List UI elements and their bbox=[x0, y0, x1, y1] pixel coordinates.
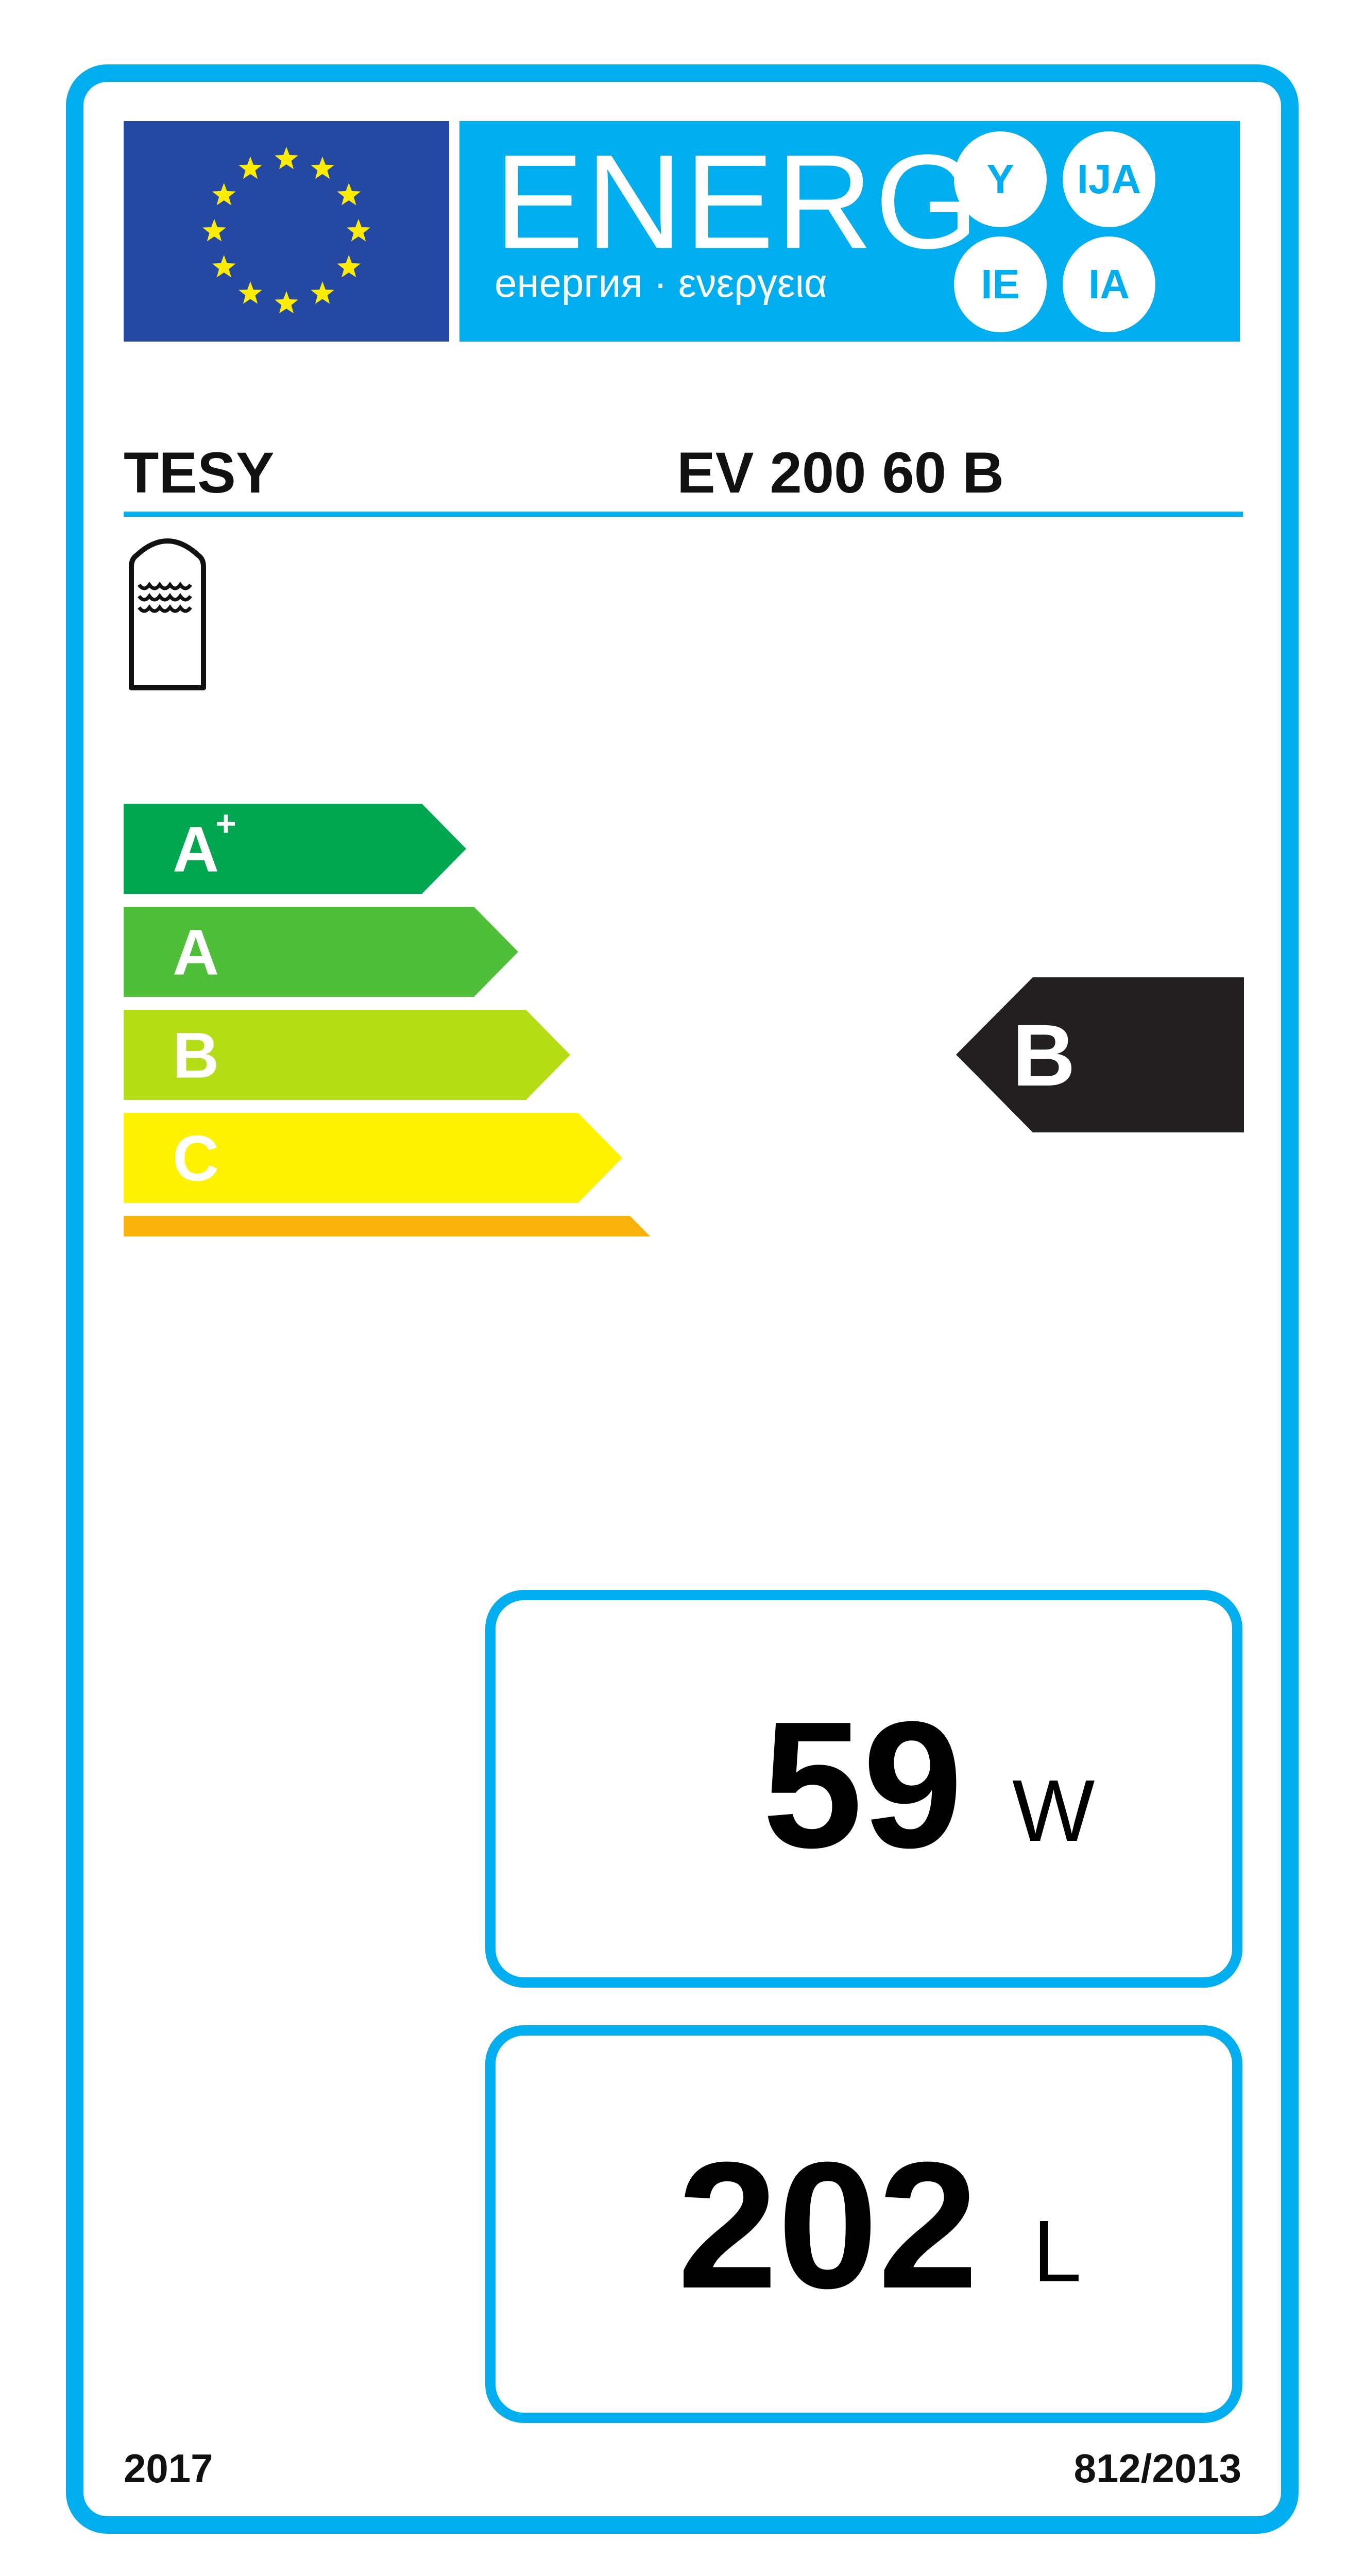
energy-class-label: A bbox=[173, 814, 219, 886]
energy-class-label: A bbox=[173, 917, 219, 989]
volume-value: 202 bbox=[677, 2125, 978, 2326]
energy-class-label: B bbox=[173, 1020, 219, 1092]
energy-scale: A+ABCDEFB bbox=[124, 803, 1244, 1237]
heat-loss-box bbox=[485, 1590, 1242, 1988]
volume-box bbox=[485, 2025, 1242, 2423]
heat-loss-unit: W bbox=[1012, 1762, 1095, 1860]
regulation-number: 812/2013 bbox=[1073, 2446, 1241, 2491]
energy-class-bar bbox=[124, 1216, 651, 1236]
eu-star-icon bbox=[212, 255, 236, 278]
suffix-ie: IE bbox=[954, 236, 1047, 332]
energy-class-bar bbox=[124, 1113, 622, 1203]
volume-unit: L bbox=[1033, 2202, 1082, 2300]
energy-class-bar bbox=[124, 1010, 570, 1100]
eu-stars-icon bbox=[202, 147, 370, 314]
suffix-ia: IA bbox=[1063, 236, 1155, 332]
eu-star-icon bbox=[275, 147, 298, 170]
energy-class-label: D bbox=[173, 1226, 219, 1237]
eu-flag bbox=[124, 121, 449, 342]
label-year: 2017 bbox=[124, 2446, 213, 2491]
rating-indicator bbox=[956, 977, 1244, 1132]
eu-star-icon bbox=[311, 156, 334, 179]
energy-word: ENERG bbox=[495, 127, 981, 277]
suffix-ija: IJA bbox=[1063, 131, 1155, 227]
eu-star-icon bbox=[202, 219, 226, 242]
heat-loss-value: 59 bbox=[762, 1684, 963, 1886]
water-tank-icon bbox=[129, 538, 206, 690]
eu-star-icon bbox=[275, 291, 298, 314]
energy-class-label: C bbox=[173, 1123, 219, 1195]
energy-subtitle: енергия · ενεργεια bbox=[495, 260, 827, 306]
suffix-y: Y bbox=[954, 131, 1047, 227]
energy-class-bar bbox=[124, 907, 518, 997]
rating-label: B bbox=[1012, 1007, 1076, 1105]
brand-name: TESY bbox=[124, 440, 275, 505]
eu-star-icon bbox=[212, 183, 236, 206]
energy-class-superscript: + bbox=[215, 803, 236, 843]
eu-star-icon bbox=[238, 156, 262, 179]
eu-star-icon bbox=[347, 219, 370, 242]
eu-star-icon bbox=[238, 281, 262, 304]
label-frame bbox=[66, 64, 1299, 2534]
model-name: EV 200 60 B bbox=[677, 440, 1004, 505]
header-divider bbox=[124, 512, 1243, 517]
energy-class-bar bbox=[124, 804, 466, 894]
eu-star-icon bbox=[337, 255, 361, 278]
eu-star-icon bbox=[311, 281, 334, 304]
eu-star-icon bbox=[337, 183, 361, 206]
